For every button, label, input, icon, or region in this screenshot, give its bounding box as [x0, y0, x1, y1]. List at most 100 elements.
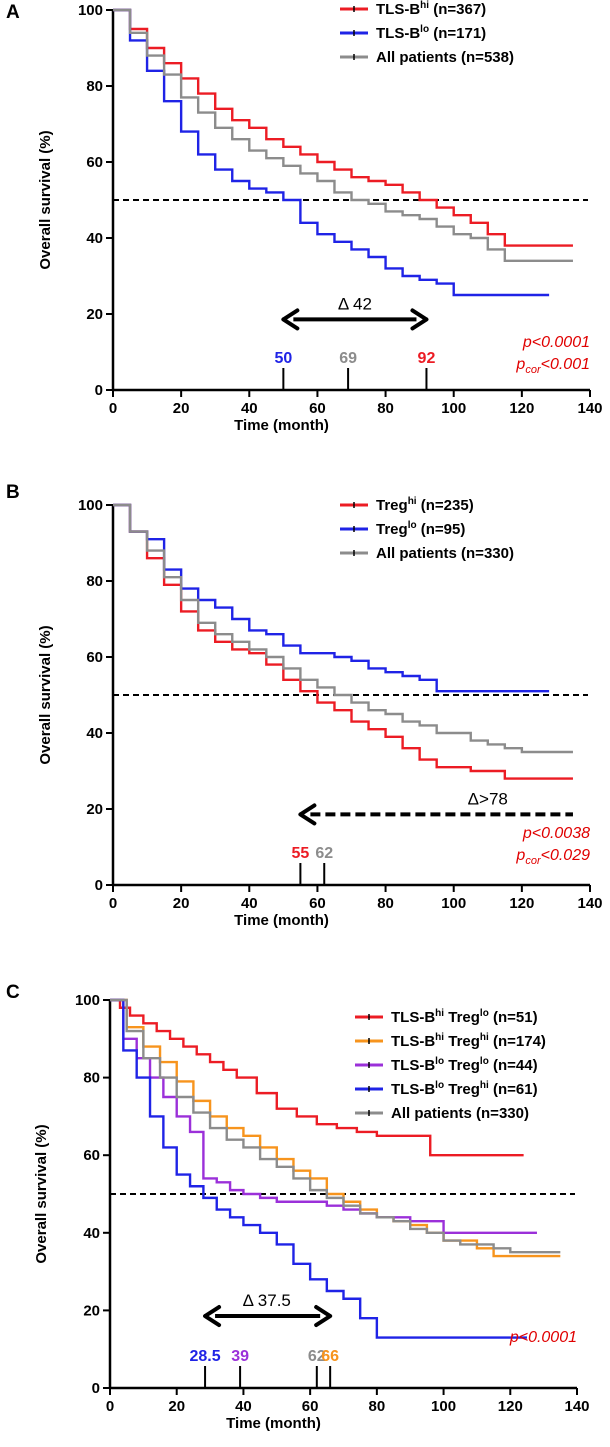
x-tick-label: 120 — [509, 400, 534, 417]
legend-name: TLS-B — [391, 1009, 435, 1026]
x-tick-label: 80 — [377, 400, 394, 417]
x-tick-label: 80 — [377, 895, 394, 912]
median-label-gray: 69 — [339, 350, 357, 367]
y-tick-label: 20 — [83, 1302, 100, 1319]
legend-name: TLS-B — [391, 1081, 435, 1098]
legend-name: Treg — [376, 497, 408, 514]
p-value: p<0.0001 — [509, 1329, 577, 1346]
x-tick-label: 120 — [498, 1398, 523, 1415]
median-label-blue: 50 — [274, 350, 292, 367]
x-tick-label: 140 — [577, 400, 602, 417]
x-tick-label: 20 — [173, 895, 190, 912]
legend-sup: hi — [435, 1008, 444, 1019]
delta-arrowhead-right — [314, 1305, 333, 1328]
survival-curve-gray — [110, 998, 561, 1254]
y-tick-label: 40 — [86, 230, 103, 247]
legend-entry-red: TLS-Bhi (n=367) — [376, 0, 486, 18]
x-tick-label: 60 — [309, 895, 326, 912]
y-tick-label: 80 — [86, 573, 103, 590]
x-axis-title: Time (month) — [234, 417, 329, 434]
p-value: p<0.0001 — [522, 334, 590, 351]
y-tick-label: 60 — [86, 154, 103, 171]
panel-letter: C — [6, 982, 20, 1003]
p-value-symbol: p — [522, 334, 532, 351]
survival-curve-blue — [110, 998, 527, 1339]
y-tick-label: 20 — [86, 801, 103, 818]
x-tick-label: 0 — [106, 1398, 114, 1415]
panel-C: C 0 20 40 60 80 100 0 20 40 60 80 100 120 140 Time (mon… — [6, 982, 590, 1432]
legend-n: (n=330) — [472, 1105, 529, 1122]
legend-n: (n=538) — [457, 49, 514, 66]
legend-sup2: lo — [480, 1008, 489, 1019]
median-label-purple: 39 — [231, 1348, 249, 1365]
y-tick-label: 80 — [86, 78, 103, 95]
x-tick-label: 20 — [173, 400, 190, 417]
delta-label: Δ 42 — [338, 294, 372, 313]
p-value: p<0.0038 — [522, 825, 590, 842]
delta-arrowhead-left — [298, 803, 317, 826]
legend-entry-orange: TLS-Bhi Treghi (n=174) — [391, 1032, 546, 1050]
x-tick-label: 60 — [302, 1398, 319, 1415]
legend-n: (n=171) — [429, 25, 486, 42]
y-tick-label: 100 — [75, 992, 100, 1009]
x-tick-label: 40 — [241, 400, 258, 417]
x-tick-label: 80 — [369, 1398, 386, 1415]
legend-entry-purple: TLS-Blo Treglo (n=44) — [391, 1056, 538, 1074]
p-value-subscript: cor — [525, 855, 542, 867]
x-tick-label: 120 — [509, 895, 534, 912]
p-value-text: <0.0001 — [532, 334, 590, 351]
legend-n: (n=95) — [417, 521, 466, 538]
p-value-text: <0.0038 — [532, 825, 590, 842]
delta-arrowhead-left — [281, 308, 300, 331]
median-label-red: 55 — [291, 845, 309, 862]
y-axis-title: Overall survival (%) — [33, 1124, 50, 1263]
survival-curve-gray — [113, 503, 573, 754]
legend-sup: lo — [435, 1080, 444, 1091]
x-axis-title: Time (month) — [226, 1415, 321, 1432]
p-value-symbol: p — [515, 847, 525, 864]
legend-entry-gray: All patients (n=538) — [376, 49, 514, 66]
x-tick-label: 20 — [168, 1398, 185, 1415]
legend-n: (n=44) — [489, 1057, 538, 1074]
legend-name: TLS-B — [376, 1, 420, 18]
x-tick-label: 140 — [577, 895, 602, 912]
x-tick-label: 140 — [564, 1398, 589, 1415]
legend-sup2: hi — [480, 1080, 489, 1091]
p-value-subscript: cor — [525, 364, 542, 376]
y-tick-label: 0 — [92, 1380, 100, 1397]
y-tick-label: 0 — [95, 877, 103, 894]
p-value-symbol: p — [522, 825, 532, 842]
y-axis-title: Overall survival (%) — [37, 625, 54, 764]
x-tick-label: 0 — [109, 895, 117, 912]
x-tick-label: 60 — [309, 400, 326, 417]
y-tick-label: 80 — [83, 1070, 100, 1087]
delta-arrowhead-left — [203, 1305, 222, 1328]
legend-entry-gray: All patients (n=330) — [391, 1105, 529, 1122]
delta-arrowhead-right — [410, 308, 429, 331]
legend-sup: hi — [435, 1032, 444, 1043]
x-tick-label: 100 — [441, 895, 466, 912]
legend-name: TLS-B — [391, 1033, 435, 1050]
legend-name2: Treg — [444, 1057, 480, 1074]
p-value-text: <0.029 — [541, 847, 590, 864]
legend-name2: Treg — [444, 1081, 480, 1098]
p-value: pcor<0.001 — [515, 356, 590, 376]
legend-entry-blue: TLS-Blo Treghi (n=61) — [391, 1080, 538, 1098]
legend-n: (n=367) — [429, 1, 486, 18]
median-label-blue: 28.5 — [189, 1348, 220, 1365]
median-label-orange: 66 — [321, 1348, 339, 1365]
legend-name: TLS-B — [391, 1057, 435, 1074]
legend-n: (n=174) — [489, 1033, 546, 1050]
y-tick-label: 60 — [86, 649, 103, 666]
legend-name: All patients — [376, 49, 457, 66]
panel-letter: B — [6, 482, 20, 503]
x-tick-label: 100 — [431, 1398, 456, 1415]
median-label-gray: 62 — [315, 845, 333, 862]
panel-A: A 0 20 40 60 80 100 0 20 40 60 80 100 120 140 Time (mon… — [6, 0, 603, 434]
panel-B: B 0 20 40 60 80 100 0 20 40 60 80 100 120 140 Time (mon… — [6, 482, 603, 929]
legend-entry-gray: All patients (n=330) — [376, 545, 514, 562]
survival-curve-red — [113, 8, 573, 247]
y-tick-label: 40 — [86, 725, 103, 742]
p-value: pcor<0.029 — [515, 847, 590, 867]
